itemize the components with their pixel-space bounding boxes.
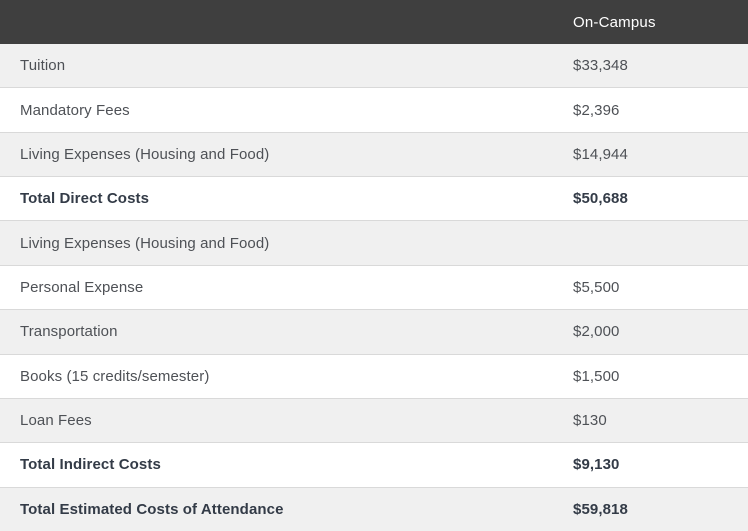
- row-label: Total Indirect Costs: [20, 456, 161, 474]
- row-label: Total Direct Costs: [20, 190, 150, 208]
- row-label: Transportation: [20, 323, 118, 341]
- row-value: $1,500: [573, 367, 620, 385]
- row-label: Living Expenses (Housing and Food): [20, 234, 270, 252]
- table-row: Tuition $33,348: [0, 44, 748, 89]
- table-row: Mandatory Fees $2,396: [0, 88, 748, 133]
- row-value: $50,688: [573, 190, 628, 208]
- row-label: Mandatory Fees: [20, 101, 130, 119]
- row-value: $33,348: [573, 57, 628, 75]
- row-label: Personal Expense: [20, 278, 144, 296]
- row-value: $2,396: [573, 101, 620, 119]
- row-value: $2,000: [573, 323, 620, 341]
- row-value: $5,500: [573, 278, 620, 296]
- table-row: Personal Expense $5,500: [0, 265, 748, 311]
- table-row: Total Indirect Costs $9,130: [0, 443, 748, 488]
- row-value: $59,818: [573, 500, 628, 518]
- row-value: $130: [573, 412, 607, 430]
- row-label: Tuition: [20, 57, 66, 75]
- table-row: Books (15 credits/semester) $1,500: [0, 354, 748, 399]
- table-row: Loan Fees $130: [0, 398, 748, 444]
- row-label: Loan Fees: [20, 412, 92, 430]
- table-row: Living Expenses (Housing and Food) $14,9…: [0, 132, 748, 178]
- table-row: Living Expenses (Housing and Food): [0, 221, 748, 266]
- table-header: On-Campus: [0, 0, 748, 44]
- table-row: Total Estimated Costs of Attendance $59,…: [0, 487, 748, 531]
- row-label: Books (15 credits/semester): [20, 367, 210, 385]
- table-body: Tuition $33,348 Mandatory Fees $2,396 Li…: [0, 44, 748, 531]
- row-value: $9,130: [573, 456, 620, 474]
- row-label: Total Estimated Costs of Attendance: [20, 500, 284, 518]
- column-header-on-campus: On-Campus: [573, 13, 656, 31]
- row-label: Living Expenses (Housing and Food): [20, 145, 270, 163]
- table-row: Total Direct Costs $50,688: [0, 177, 748, 222]
- row-value: $14,944: [573, 145, 628, 163]
- table-row: Transportation $2,000: [0, 310, 748, 355]
